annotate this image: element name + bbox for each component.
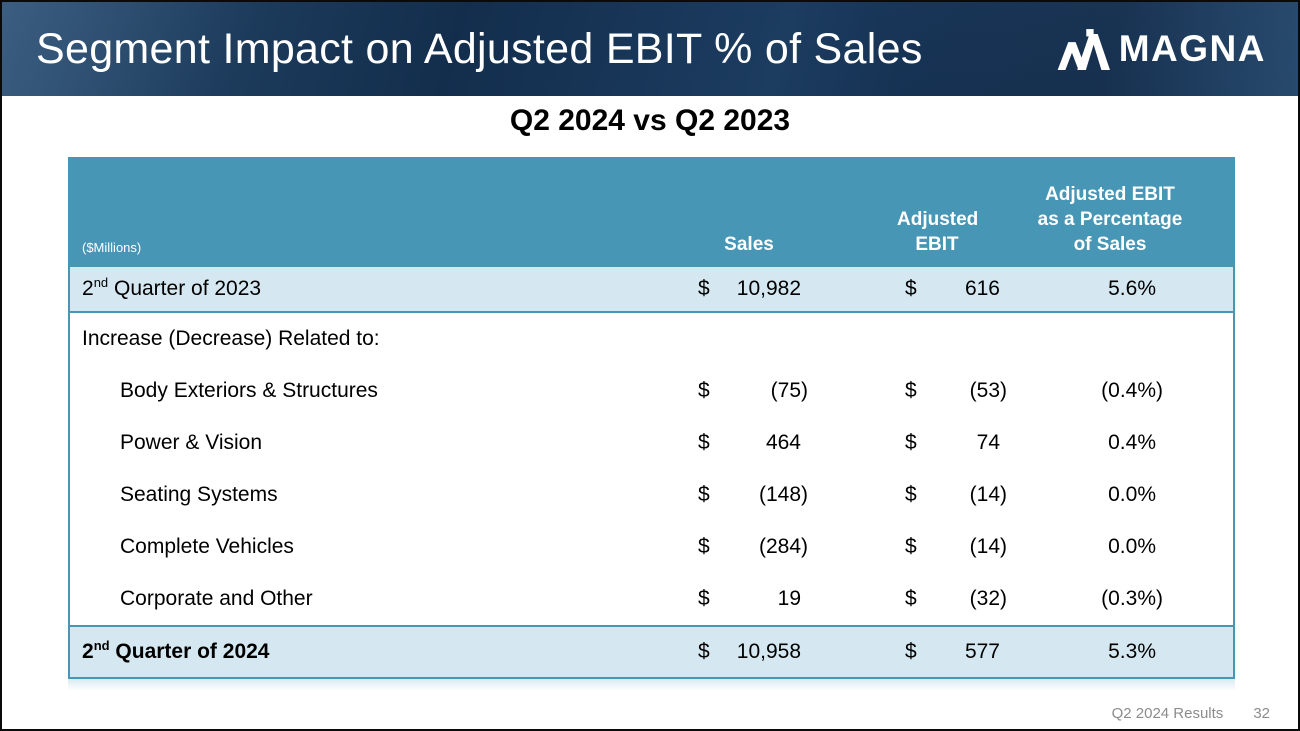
sales-value: (75) — [770, 379, 808, 402]
ebit-dollar-sign: $ — [905, 431, 917, 454]
row-label: 2nd Quarter of 2024 — [82, 638, 270, 663]
percent-value: 5.6% — [1108, 277, 1156, 300]
table-header-row: ($Millions) Sales Adjusted EBIT Adjusted… — [70, 159, 1233, 267]
sales-value: 10,958 — [736, 640, 801, 663]
sales-dollar-sign: $ — [698, 483, 710, 506]
percent-value: (0.4%) — [1101, 379, 1163, 402]
ebit-dollar-sign: $ — [905, 483, 917, 506]
ebit-value: (14) — [969, 535, 1007, 558]
units-label: ($Millions) — [82, 240, 142, 255]
table-row-q2-2024: 2nd Quarter of 2024 $ 10,958 $ 577 5.3% — [70, 625, 1233, 677]
ebit-dollar-sign: $ — [905, 379, 917, 402]
percent-value: 0.0% — [1108, 535, 1156, 558]
percent-value: 0.4% — [1108, 431, 1156, 454]
sales-dollar-sign: $ — [698, 431, 710, 454]
slide-title: Segment Impact on Adjusted EBIT % of Sal… — [36, 24, 923, 73]
ebit-dollar-sign: $ — [905, 535, 917, 558]
magna-m-icon — [1057, 28, 1110, 70]
sales-value: 464 — [765, 431, 801, 454]
ebit-value: 616 — [964, 277, 1000, 300]
footer-label: Q2 2024 Results — [1111, 705, 1224, 722]
sales-dollar-sign: $ — [698, 277, 710, 300]
slide-footer: Q2 2024 Results 32 — [1112, 705, 1270, 722]
percent-value: 0.0% — [1108, 483, 1156, 506]
sales-dollar-sign: $ — [698, 535, 710, 558]
sales-value: 19 — [777, 587, 801, 610]
sales-value: (284) — [758, 535, 808, 558]
table-row-seating-systems: Seating Systems $ (148) $ (14) 0.0% — [70, 469, 1233, 521]
ebit-dollar-sign: $ — [905, 587, 917, 610]
table-row-section-header: Increase (Decrease) Related to: — [70, 313, 1233, 365]
table-row-power-vision: Power & Vision $ 464 $ 74 0.4% — [70, 417, 1233, 469]
page-number: 32 — [1253, 705, 1270, 722]
column-header-adjusted-ebit: Adjusted EBIT — [897, 208, 979, 255]
percent-value: (0.3%) — [1101, 587, 1163, 610]
ebit-value: (53) — [969, 379, 1007, 402]
percent-value: 5.3% — [1108, 640, 1156, 663]
column-header-ebit-percent-of-sales: Adjusted EBIT as a Percentage of Sales — [1037, 183, 1183, 255]
column-header-sales: Sales — [724, 233, 774, 255]
ebit-value: 577 — [964, 640, 1000, 663]
sales-value: (148) — [758, 483, 808, 506]
table-bottom-shadow — [68, 679, 1235, 691]
magna-logo: MAGNA — [1056, 28, 1266, 70]
row-label: Seating Systems — [120, 483, 278, 506]
ebit-value: (32) — [969, 587, 1007, 610]
table-row-q2-2023: 2nd Quarter of 2023 $ 10,982 $ 616 5.6% — [70, 267, 1233, 313]
table-row-corporate-other: Corporate and Other $ 19 $ (32) (0.3%) — [70, 573, 1233, 625]
row-label: Body Exteriors & Structures — [120, 379, 378, 402]
row-label: 2nd Quarter of 2023 — [82, 275, 262, 300]
ebit-value: 74 — [976, 431, 1000, 454]
row-label: Complete Vehicles — [120, 535, 294, 558]
segment-impact-table: ($Millions) Sales Adjusted EBIT Adjusted… — [68, 157, 1235, 679]
superscript-nd: nd — [93, 275, 109, 290]
sales-dollar-sign: $ — [698, 640, 710, 663]
sales-dollar-sign: $ — [698, 379, 710, 402]
ebit-dollar-sign: $ — [905, 640, 917, 663]
row-label: Power & Vision — [120, 431, 263, 454]
ebit-value: (14) — [969, 483, 1007, 506]
title-bar: Segment Impact on Adjusted EBIT % of Sal… — [2, 2, 1298, 96]
table-row-complete-vehicles: Complete Vehicles $ (284) $ (14) 0.0% — [70, 521, 1233, 573]
ebit-dollar-sign: $ — [905, 277, 917, 300]
sales-dollar-sign: $ — [698, 587, 710, 610]
row-label: Corporate and Other — [120, 587, 313, 610]
table-row-body-exteriors: Body Exteriors & Structures $ (75) $ (53… — [70, 365, 1233, 417]
superscript-nd: nd — [93, 638, 110, 653]
sales-value: 10,982 — [736, 277, 801, 300]
slide-subtitle: Q2 2024 vs Q2 2023 — [509, 104, 791, 137]
section-label: Increase (Decrease) Related to: — [82, 327, 380, 350]
magna-logo-text: MAGNA — [1118, 28, 1266, 69]
